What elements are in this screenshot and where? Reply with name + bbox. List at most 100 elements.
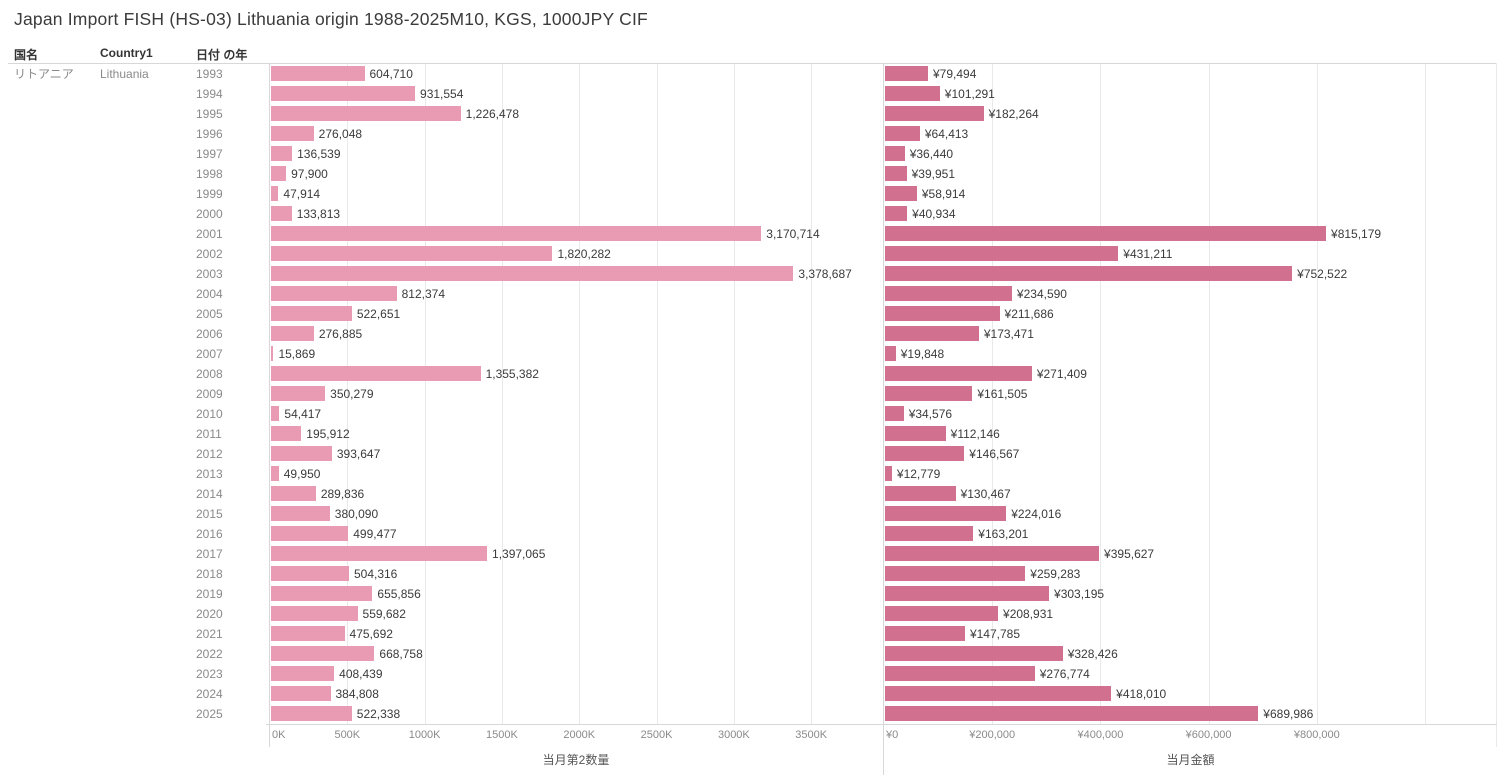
quantity-bar-2003[interactable] (271, 266, 794, 281)
value-bar-2024[interactable] (885, 686, 1112, 701)
value-bar-2007[interactable] (885, 346, 896, 361)
value-bar-2016[interactable] (885, 526, 974, 541)
year-label[interactable]: 2002 (196, 247, 223, 261)
quantity-bar-2015[interactable] (271, 506, 330, 521)
quantity-bar-2021[interactable] (271, 626, 345, 641)
year-label[interactable]: 1997 (196, 147, 223, 161)
quantity-bar-2007[interactable] (271, 346, 274, 361)
year-label[interactable]: 2023 (196, 667, 223, 681)
quantity-bar-1993[interactable] (271, 66, 365, 81)
year-label[interactable]: 2018 (196, 567, 223, 581)
year-label[interactable]: 2000 (196, 207, 223, 221)
quantity-bar-1995[interactable] (271, 106, 461, 121)
year-label[interactable]: 2019 (196, 587, 223, 601)
quantity-bar-2009[interactable] (271, 386, 326, 401)
value-bar-2002[interactable] (885, 246, 1119, 261)
year-label[interactable]: 2015 (196, 507, 223, 521)
value-bar-2014[interactable] (885, 486, 956, 501)
year-label[interactable]: 1999 (196, 187, 223, 201)
year-label[interactable]: 2004 (196, 287, 223, 301)
value-bar-2006[interactable] (885, 326, 979, 341)
value-bar-1995[interactable] (885, 106, 984, 121)
value-bar-2008[interactable] (885, 366, 1032, 381)
quantity-bar-2023[interactable] (271, 666, 335, 681)
quantity-bar-1999[interactable] (271, 186, 279, 201)
row-header-country-jp[interactable]: リトアニア (14, 67, 74, 81)
value-bar-2023[interactable] (885, 666, 1035, 681)
value-bar-2011[interactable] (885, 426, 946, 441)
quantity-bar-2017[interactable] (271, 546, 488, 561)
year-label[interactable]: 2007 (196, 347, 223, 361)
quantity-bar-2022[interactable] (271, 646, 375, 661)
quantity-bar-2020[interactable] (271, 606, 358, 621)
value-bar-1996[interactable] (885, 126, 920, 141)
value-bar-2001[interactable] (885, 226, 1327, 241)
value-bar-2005[interactable] (885, 306, 1000, 321)
value-bar-2009[interactable] (885, 386, 973, 401)
year-label[interactable]: 2017 (196, 547, 223, 561)
year-label[interactable]: 2009 (196, 387, 223, 401)
year-label[interactable]: 2025 (196, 707, 223, 721)
year-label[interactable]: 2024 (196, 687, 223, 701)
value-bar-2018[interactable] (885, 566, 1026, 581)
quantity-bar-2004[interactable] (271, 286, 397, 301)
quantity-bar-2025[interactable] (271, 706, 352, 721)
value-bar-2000[interactable] (885, 206, 908, 221)
year-label[interactable]: 1995 (196, 107, 223, 121)
quantity-bar-2018[interactable] (271, 566, 349, 581)
quantity-bar-2005[interactable] (271, 306, 352, 321)
value-bar-2012[interactable] (885, 446, 965, 461)
value-bar-1999[interactable] (885, 186, 917, 201)
quantity-bar-2008[interactable] (271, 366, 481, 381)
year-label[interactable]: 2010 (196, 407, 223, 421)
quantity-bar-2011[interactable] (271, 426, 302, 441)
quantity-bar-2000[interactable] (271, 206, 292, 221)
year-label[interactable]: 2020 (196, 607, 223, 621)
column-header-year[interactable]: 日付 の年 (196, 48, 248, 62)
value-bar-2013[interactable] (885, 466, 892, 481)
value-bar-2021[interactable] (885, 626, 965, 641)
quantity-bar-2016[interactable] (271, 526, 349, 541)
year-label[interactable]: 1993 (196, 67, 223, 81)
value-bar-2017[interactable] (885, 546, 1100, 561)
year-label[interactable]: 2008 (196, 367, 223, 381)
year-label[interactable]: 1996 (196, 127, 223, 141)
quantity-bar-2010[interactable] (271, 406, 280, 421)
quantity-bar-2024[interactable] (271, 686, 331, 701)
year-label[interactable]: 1994 (196, 87, 223, 101)
year-label[interactable]: 2006 (196, 327, 223, 341)
quantity-bar-2002[interactable] (271, 246, 553, 261)
quantity-bar-2006[interactable] (271, 326, 314, 341)
quantity-bar-2019[interactable] (271, 586, 373, 601)
value-bar-1994[interactable] (885, 86, 940, 101)
quantity-bar-2012[interactable] (271, 446, 332, 461)
value-bar-2022[interactable] (885, 646, 1063, 661)
quantity-bar-1997[interactable] (271, 146, 293, 161)
quantity-bar-1996[interactable] (271, 126, 314, 141)
quantity-bar-2014[interactable] (271, 486, 316, 501)
year-label[interactable]: 2022 (196, 647, 223, 661)
value-bar-1997[interactable] (885, 146, 905, 161)
value-bar-2003[interactable] (885, 266, 1293, 281)
column-header-country-jp[interactable]: 国名 (14, 48, 39, 62)
quantity-bar-1994[interactable] (271, 86, 416, 101)
year-label[interactable]: 2021 (196, 627, 223, 641)
year-label[interactable]: 1998 (196, 167, 223, 181)
value-bar-2010[interactable] (885, 406, 904, 421)
value-bar-2019[interactable] (885, 586, 1050, 601)
value-bar-2015[interactable] (885, 506, 1007, 521)
quantity-bar-1998[interactable] (271, 166, 287, 181)
column-header-country-en[interactable]: Country1 (100, 46, 153, 60)
year-label[interactable]: 2003 (196, 267, 223, 281)
year-label[interactable]: 2013 (196, 467, 223, 481)
year-label[interactable]: 2001 (196, 227, 223, 241)
value-bar-2020[interactable] (885, 606, 999, 621)
quantity-bar-2013[interactable] (271, 466, 279, 481)
quantity-bar-2001[interactable] (271, 226, 762, 241)
value-bar-2004[interactable] (885, 286, 1012, 301)
value-bar-1993[interactable] (885, 66, 928, 81)
year-label[interactable]: 2012 (196, 447, 223, 461)
value-bar-1998[interactable] (885, 166, 907, 181)
year-label[interactable]: 2014 (196, 487, 223, 501)
row-header-country-en[interactable]: Lithuania (100, 67, 149, 81)
